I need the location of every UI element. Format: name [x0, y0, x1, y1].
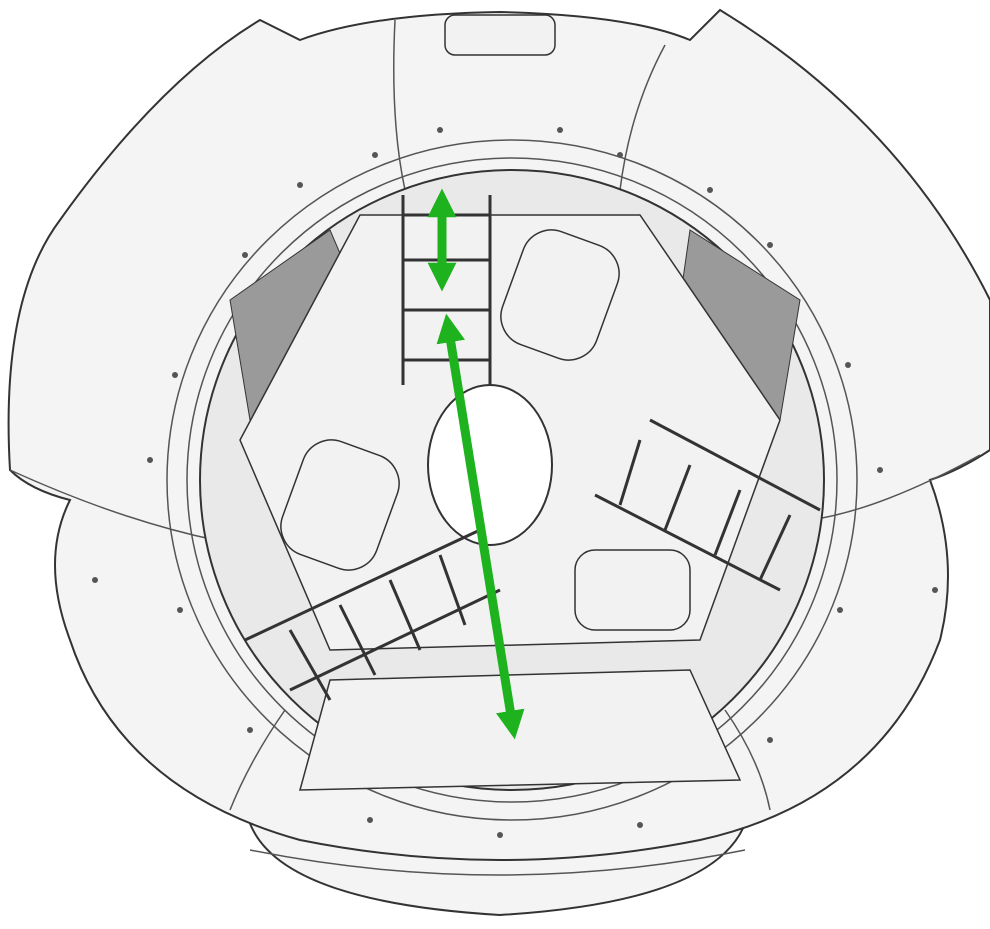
panel-seam — [809, 454, 981, 521]
rivets — [92, 127, 938, 838]
base-seam — [249, 849, 746, 876]
measure-arrow — [436, 313, 525, 740]
equipment-box — [574, 549, 691, 631]
floor-plate — [299, 669, 742, 791]
panel-seam — [724, 709, 771, 811]
ladder — [594, 418, 821, 592]
top-hatch — [444, 14, 556, 56]
panel-seam — [229, 709, 286, 811]
panel-seam — [619, 44, 666, 191]
center-hole — [427, 384, 553, 546]
panel-seam — [393, 19, 406, 191]
ring-inner — [186, 157, 838, 803]
ring-outer — [166, 139, 858, 821]
equipment-box — [280, 439, 400, 571]
equipment-box — [500, 229, 620, 361]
